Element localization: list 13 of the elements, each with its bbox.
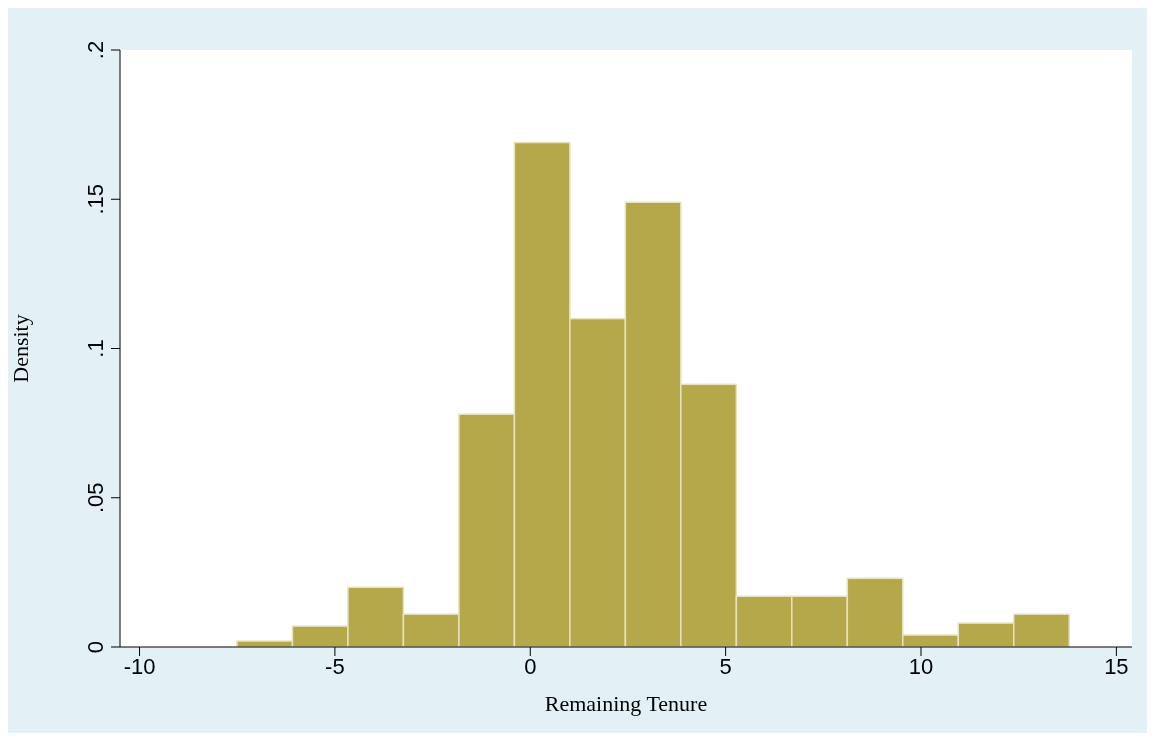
x-tick-label: 0 <box>524 653 537 679</box>
x-axis-title: Remaining Tenure <box>544 691 708 716</box>
x-tick-label: 15 <box>1104 653 1129 679</box>
y-tick-label: .1 <box>83 339 108 358</box>
y-tick-label: .15 <box>83 183 108 215</box>
x-tick-label: 5 <box>719 653 732 679</box>
x-tick-label: -10 <box>123 653 156 679</box>
y-axis-title: Density <box>7 314 33 383</box>
y-tick-label: .2 <box>83 40 108 60</box>
x-tick-label: -5 <box>325 653 345 679</box>
y-tick-label: .05 <box>83 482 108 514</box>
y-tick-label: 0 <box>83 640 108 654</box>
x-tick-label: 10 <box>908 653 934 679</box>
